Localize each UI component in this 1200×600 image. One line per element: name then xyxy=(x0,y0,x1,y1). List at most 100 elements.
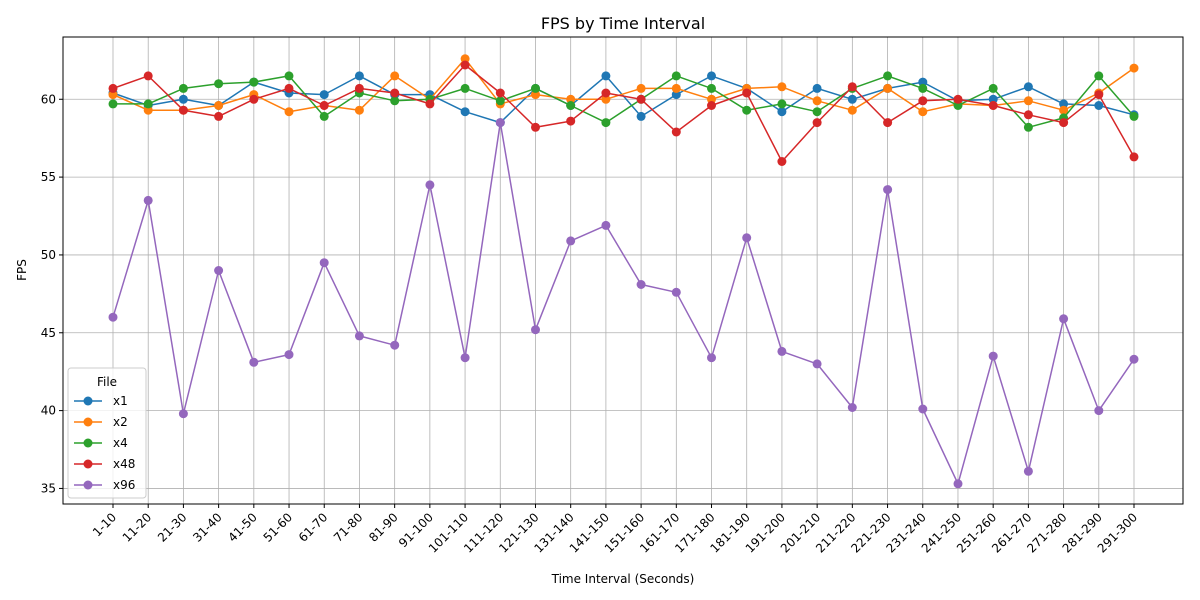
series-layer xyxy=(108,54,1139,489)
data-point-x4 xyxy=(495,96,505,106)
data-point-x48 xyxy=(460,60,470,70)
data-point-x2 xyxy=(601,94,611,104)
data-point-x96 xyxy=(636,280,646,289)
data-point-x96 xyxy=(460,353,470,363)
data-point-x2 xyxy=(847,105,857,115)
series-x96 xyxy=(108,118,1139,489)
data-point-x4 xyxy=(918,83,928,93)
data-point-x96 xyxy=(1023,466,1033,476)
data-point-x1 xyxy=(707,71,716,81)
data-point-x4 xyxy=(988,83,998,93)
data-point-x96 xyxy=(566,236,576,246)
data-point-x4 xyxy=(883,71,893,81)
legend-entry-x48: x48 xyxy=(74,457,135,471)
data-point-x1 xyxy=(1023,82,1033,92)
y-tick-label: 60 xyxy=(41,92,56,106)
y-axis-title: FPS xyxy=(15,259,29,281)
data-point-x48 xyxy=(847,82,857,92)
data-point-x48 xyxy=(354,83,364,93)
data-point-x96 xyxy=(1094,406,1104,416)
data-point-x2 xyxy=(566,94,576,104)
data-point-x4 xyxy=(108,99,118,109)
data-point-x96 xyxy=(953,479,963,489)
legend-entry-x96: x96 xyxy=(74,478,135,492)
data-point-x2 xyxy=(108,90,118,100)
data-point-x96 xyxy=(495,118,505,128)
data-point-x4 xyxy=(812,107,822,117)
data-point-x96 xyxy=(143,195,153,205)
y-tick-label: 50 xyxy=(41,248,56,262)
plot-frame xyxy=(62,36,1184,505)
data-point-x4 xyxy=(143,99,153,109)
data-point-x2 xyxy=(531,90,540,100)
data-point-x1 xyxy=(1059,99,1069,109)
data-point-x48 xyxy=(707,101,716,110)
data-point-x96 xyxy=(108,312,118,322)
data-point-x4 xyxy=(707,83,716,93)
data-point-x48 xyxy=(425,99,435,109)
data-point-x4 xyxy=(742,105,752,115)
data-point-x4 xyxy=(601,118,611,128)
data-point-x48 xyxy=(918,96,928,106)
data-point-x4 xyxy=(671,71,681,81)
data-point-x1 xyxy=(354,71,364,81)
data-point-x48 xyxy=(143,71,153,81)
data-point-x48 xyxy=(495,88,505,98)
series-line-x4 xyxy=(113,75,1135,129)
legend-entries: x1 x2 x4 x48 x96 xyxy=(74,394,135,492)
data-point-x1 xyxy=(812,83,822,93)
data-point-x1 xyxy=(460,107,470,117)
data-point-x1 xyxy=(777,107,787,117)
data-point-x4 xyxy=(953,101,963,110)
data-point-x96 xyxy=(671,287,681,297)
data-point-x96 xyxy=(847,403,857,412)
data-point-x48 xyxy=(671,127,681,137)
legend-marker xyxy=(83,459,93,469)
data-point-x96 xyxy=(1129,354,1139,364)
data-point-x48 xyxy=(1023,110,1033,120)
data-point-x96 xyxy=(284,350,294,360)
legend-title: File xyxy=(97,375,117,389)
y-tick-label: 40 xyxy=(41,404,56,418)
y-tick-label: 45 xyxy=(41,326,56,340)
data-point-x48 xyxy=(988,101,998,110)
data-point-x96 xyxy=(354,331,364,341)
data-point-x2 xyxy=(460,54,470,64)
legend-entry-x2: x2 xyxy=(74,415,128,429)
legend-entry-x1: x1 xyxy=(74,394,128,408)
legend-entry-x4: x4 xyxy=(74,436,128,450)
data-point-x2 xyxy=(707,94,716,104)
data-point-x2 xyxy=(214,101,224,110)
data-point-x96 xyxy=(178,409,188,419)
data-point-x1 xyxy=(671,90,681,100)
data-point-x2 xyxy=(1059,105,1069,115)
data-point-x96 xyxy=(812,359,822,369)
data-point-x48 xyxy=(284,83,294,93)
data-point-x4 xyxy=(319,111,329,121)
data-point-x96 xyxy=(1059,314,1069,324)
data-point-x48 xyxy=(1094,90,1104,100)
data-point-x96 xyxy=(742,233,752,243)
data-point-x4 xyxy=(214,79,224,89)
data-point-x4 xyxy=(284,71,294,81)
data-point-x96 xyxy=(707,353,716,363)
data-point-x96 xyxy=(601,220,611,230)
data-point-x48 xyxy=(742,88,752,98)
y-axis: 35 40 45 50 55 60 xyxy=(41,92,63,495)
data-point-x2 xyxy=(918,107,928,117)
legend-marker xyxy=(83,417,93,427)
data-point-x48 xyxy=(777,157,787,166)
data-point-x1 xyxy=(847,94,857,104)
data-point-x96 xyxy=(918,404,928,414)
series-x48 xyxy=(108,60,1139,166)
data-point-x96 xyxy=(883,185,893,195)
data-point-x96 xyxy=(531,325,540,335)
x-axis-title: Time Interval (Seconds) xyxy=(551,572,695,586)
data-point-x1 xyxy=(636,111,646,121)
legend-label: x2 xyxy=(113,415,128,429)
data-point-x48 xyxy=(812,118,822,128)
data-point-x48 xyxy=(390,88,400,98)
legend-marker xyxy=(83,396,93,406)
data-point-x2 xyxy=(671,83,681,93)
